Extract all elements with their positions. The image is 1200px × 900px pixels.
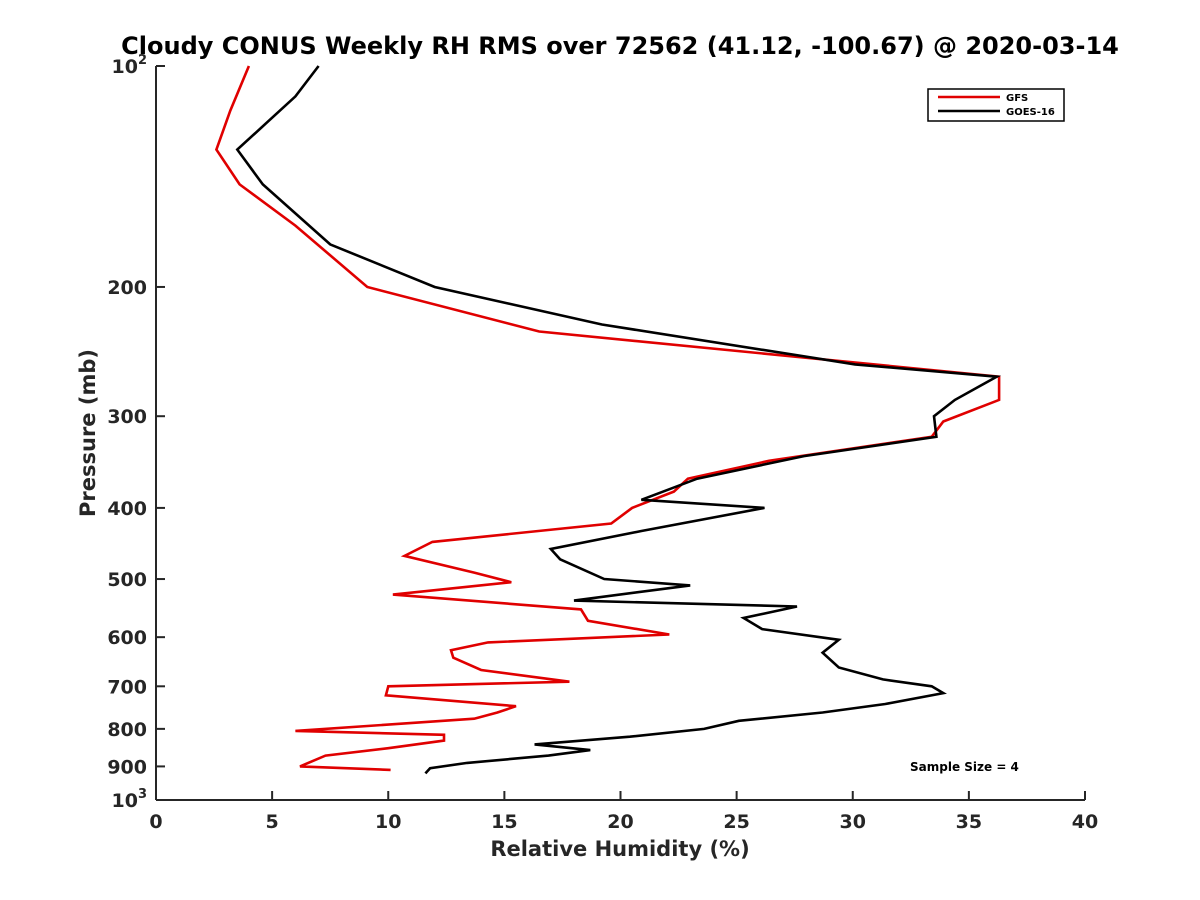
x-tick-label: 10 [375, 811, 401, 833]
y-tick-label: 500 [107, 569, 147, 591]
y-tick-label: 400 [107, 498, 147, 520]
y-axis-label: Pressure (mb) [76, 349, 100, 517]
y-tick-label: 102 [112, 53, 148, 78]
legend-label-gfs: GFS [1006, 93, 1028, 104]
x-tick-label: 20 [607, 811, 633, 833]
chart-title: Cloudy CONUS Weekly RH RMS over 72562 (4… [121, 32, 1119, 60]
y-tick-label: 300 [107, 406, 147, 428]
series-line-gfs [214, 65, 1001, 772]
x-tick-label: 0 [149, 811, 162, 833]
y-tick-label: 800 [107, 719, 147, 741]
y-tick-label: 600 [107, 627, 147, 649]
x-tick-label: 5 [266, 811, 279, 833]
plot-area [214, 65, 1002, 775]
axes: 0 5 10 15 20 25 30 35 40 102 200 300 400 500 600 700 800… [107, 53, 1098, 833]
x-axis-label: Relative Humidity (%) [490, 837, 749, 861]
y-tick-label: 200 [107, 277, 147, 299]
y-tick-label: 103 [112, 787, 148, 812]
x-tick-label: 35 [956, 811, 982, 833]
legend-box [927, 88, 1065, 122]
x-tick-label: 25 [723, 811, 749, 833]
x-tick-label: 40 [1072, 811, 1098, 833]
y-tick-label: 900 [107, 756, 147, 778]
sample-size-annotation: Sample Size = 4 [910, 760, 1019, 774]
y-tick-label: 700 [107, 676, 147, 698]
legend-label-goes16: GOES-16 [1006, 107, 1055, 118]
legend: GFS GOES-16 [927, 88, 1065, 122]
x-tick-label: 30 [840, 811, 866, 833]
x-tick-label: 15 [491, 811, 517, 833]
series-line-goes-16 [235, 65, 1002, 775]
